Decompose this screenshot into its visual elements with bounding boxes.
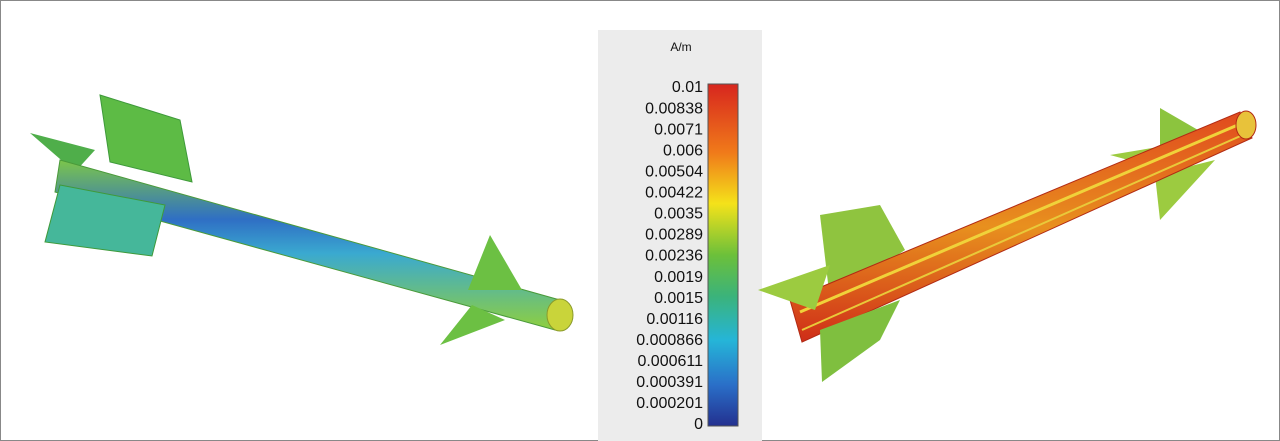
colorbar-tick-label: 0.000201	[636, 395, 703, 412]
colorbar-tick-label: 0.00504	[645, 163, 703, 180]
colorbar-scale	[708, 84, 738, 426]
colorbar-tick-label: 0.00838	[645, 100, 703, 117]
colorbar-tick-label: 0.000391	[636, 374, 703, 391]
colorbar: A/m 0.01 0.00838 0.0071 0.006 0.00504 0.00422…	[598, 30, 762, 441]
colorbar-tick-label: 0.00116	[646, 311, 703, 328]
page: A/m 0.01 0.00838 0.0071 0.006 0.00504 0.00422…	[0, 0, 1280, 441]
colorbar-tick-label: 0.0035	[654, 206, 703, 223]
colorbar-tick-label: 0	[694, 416, 703, 433]
nose	[547, 299, 573, 331]
colorbar-tick-label: 0.0019	[654, 269, 703, 286]
figure: A/m 0.01 0.00838 0.0071 0.006 0.00504 0.00422…	[0, 0, 1280, 441]
colorbar-tick-label: 0.00236	[645, 248, 703, 265]
colorbar-tick-label: 0.000611	[637, 353, 703, 370]
colorbar-unit: A/m	[670, 40, 691, 54]
nose	[1236, 111, 1256, 139]
colorbar-tick-label: 0.00422	[645, 185, 703, 202]
colorbar-tick-label: 0.0015	[654, 290, 703, 307]
colorbar-tick-label: 0.000866	[636, 332, 703, 349]
colorbar-tick-label: 0.0071	[654, 121, 703, 138]
colorbar-tick-label: 0.01	[672, 79, 703, 96]
colorbar-tick-label: 0.006	[663, 142, 703, 159]
colorbar-tick-label: 0.00289	[645, 227, 703, 244]
